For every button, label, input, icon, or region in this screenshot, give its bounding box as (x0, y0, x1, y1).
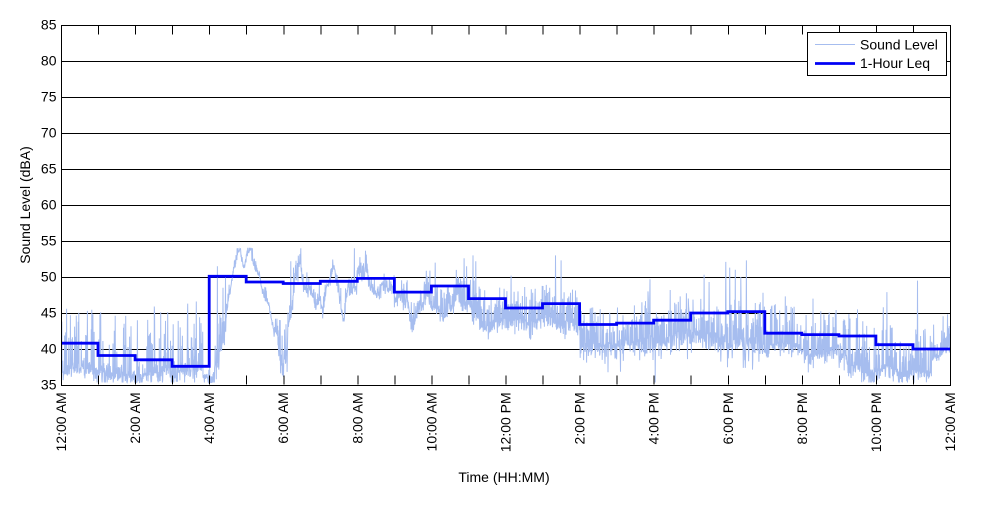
svg-text:12:00 AM: 12:00 AM (53, 392, 69, 451)
svg-text:85: 85 (41, 17, 57, 33)
svg-text:65: 65 (41, 161, 57, 177)
svg-text:4:00 AM: 4:00 AM (201, 392, 217, 443)
svg-text:10:00 AM: 10:00 AM (423, 392, 439, 451)
svg-text:55: 55 (41, 233, 57, 249)
svg-text:80: 80 (41, 53, 57, 69)
svg-text:35: 35 (41, 377, 57, 393)
svg-text:45: 45 (41, 305, 57, 321)
svg-text:8:00 AM: 8:00 AM (349, 392, 365, 443)
svg-text:40: 40 (41, 341, 57, 357)
svg-text:12:00 AM: 12:00 AM (942, 392, 958, 451)
svg-text:75: 75 (41, 89, 57, 105)
svg-text:6:00 AM: 6:00 AM (275, 392, 291, 443)
svg-text:6:00 PM: 6:00 PM (720, 392, 736, 444)
svg-text:50: 50 (41, 269, 57, 285)
svg-text:12:00 PM: 12:00 PM (498, 392, 514, 452)
svg-text:60: 60 (41, 197, 57, 213)
svg-text:2:00 PM: 2:00 PM (572, 392, 588, 444)
svg-text:1-Hour Leq: 1-Hour Leq (860, 55, 930, 71)
svg-text:4:00 PM: 4:00 PM (646, 392, 662, 444)
svg-text:Time (HH:MM): Time (HH:MM) (458, 469, 549, 485)
svg-text:Sound Level (dBA): Sound Level (dBA) (17, 146, 33, 264)
svg-text:70: 70 (41, 125, 57, 141)
svg-text:8:00 PM: 8:00 PM (794, 392, 810, 444)
svg-text:Sound Level: Sound Level (860, 37, 938, 53)
svg-text:10:00 PM: 10:00 PM (868, 392, 884, 452)
svg-text:2:00 AM: 2:00 AM (127, 392, 143, 443)
